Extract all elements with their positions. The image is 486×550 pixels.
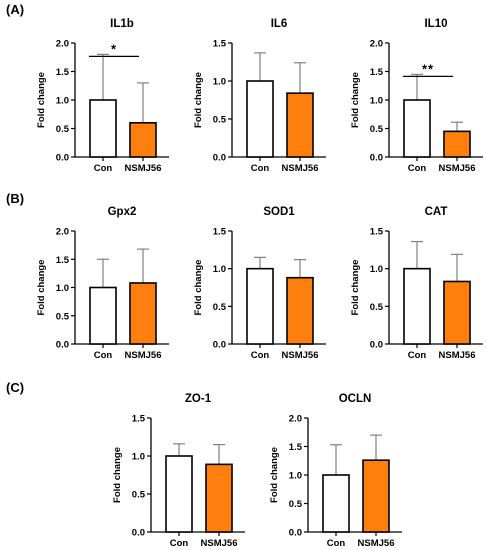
x-tick-label: Con (170, 538, 189, 549)
y-tick-label: 1.0 (56, 96, 69, 107)
charts-container: IL1b Fold change 0.0 0.5 1.0 1.5 2.0 Con NSMJ56 *… (36, 18, 483, 549)
y-tick-label: 2.0 (56, 39, 69, 50)
chart-title: OCLN (339, 393, 372, 405)
y-tick-label: 0.0 (56, 153, 69, 164)
chart-il6: IL6 Fold change 0.0 0.5 1.0 1.5 Con NSMJ56 (193, 18, 326, 174)
x-tick-label: NSMJ56 (439, 350, 476, 361)
x-tick-label: Con (251, 350, 270, 361)
y-tick-label: 0.5 (132, 490, 146, 501)
y-axis-label: Fold change (193, 72, 204, 128)
y-tick-label: 1.0 (213, 77, 226, 88)
y-tick-label: 2.0 (370, 39, 383, 50)
panel-label-a: (A) (6, 2, 24, 17)
y-tick-label: 2.0 (289, 414, 302, 425)
bar-nsmj56 (129, 122, 157, 158)
y-tick-label: 1.0 (370, 96, 383, 107)
y-tick-label: 0.0 (213, 153, 226, 164)
y-tick-label: 0.5 (370, 302, 384, 313)
x-tick-label: Con (94, 350, 113, 361)
x-tick-label: NSMJ56 (125, 163, 162, 174)
y-tick-label: 0.5 (213, 115, 227, 126)
chart-il10: IL10 Fold change 0.0 0.5 1.0 1.5 2.0 Con NSMJ56 *… (350, 18, 483, 174)
y-tick-label: 1.5 (132, 414, 146, 425)
y-tick-label: 1.5 (370, 67, 384, 78)
chart-il1b: IL1b Fold change 0.0 0.5 1.0 1.5 2.0 Con NSMJ56 * (36, 18, 169, 174)
x-tick-label: NSMJ56 (201, 538, 238, 549)
x-tick-label: Con (408, 163, 427, 174)
bar-con (165, 455, 193, 533)
panel-label-c: (C) (6, 380, 24, 395)
chart-title: ZO-1 (185, 393, 212, 405)
y-tick-label: 1.5 (213, 227, 227, 238)
y-tick-label: 1.5 (370, 227, 384, 238)
bar-con (89, 99, 117, 158)
chart-title: IL1b (110, 18, 134, 30)
y-tick-label: 1.0 (213, 264, 226, 275)
bar-con (89, 286, 117, 345)
y-tick-label: 0.0 (289, 528, 302, 539)
chart-cat: CAT Fold change 0.0 0.5 1.0 1.5 Con NSMJ56 (350, 206, 483, 361)
x-tick-label: NSMJ56 (358, 538, 395, 549)
chart-title: Gpx2 (108, 206, 137, 218)
y-tick-label: 0.5 (370, 124, 384, 135)
x-tick-label: NSMJ56 (125, 350, 162, 361)
y-axis-label: Fold change (193, 260, 204, 316)
y-tick-label: 1.0 (132, 452, 145, 463)
x-tick-label: NSMJ56 (439, 163, 476, 174)
y-tick-label: 0.5 (56, 311, 70, 322)
bar-con (246, 80, 274, 158)
y-tick-label: 0.5 (289, 499, 303, 510)
y-axis-label: Fold change (36, 72, 47, 128)
bar-nsmj56 (205, 463, 233, 533)
y-tick-label: 1.0 (370, 264, 383, 275)
chart-ocln: OCLN Fold change 0.0 0.5 1.0 1.5 2.0 Con NSMJ56 (269, 393, 402, 549)
y-axis-label: Fold change (350, 72, 361, 128)
bar-con (246, 267, 274, 345)
y-tick-label: 0.0 (56, 340, 69, 351)
y-tick-label: 1.0 (289, 471, 302, 482)
chart-title: CAT (425, 206, 448, 218)
bar-con (403, 99, 431, 158)
bar-nsmj56 (286, 276, 314, 345)
chart-title: IL6 (271, 18, 288, 30)
y-axis-label: Fold change (36, 260, 47, 316)
bar-con (322, 474, 350, 533)
chart-sod1: SOD1 Fold change 0.0 0.5 1.0 1.5 Con NSMJ56 (193, 206, 326, 361)
y-axis-label: Fold change (350, 260, 361, 316)
y-tick-label: 0.5 (213, 302, 227, 313)
y-tick-label: 1.5 (56, 67, 70, 78)
bar-nsmj56 (286, 92, 314, 158)
significance-marker: * (111, 41, 117, 56)
y-tick-label: 0.0 (213, 340, 226, 351)
panel-label-b: (B) (6, 191, 24, 206)
chart-title: SOD1 (263, 206, 295, 218)
y-tick-label: 1.0 (56, 283, 69, 294)
bar-nsmj56 (129, 282, 157, 345)
y-axis-label: Fold change (269, 447, 280, 503)
x-tick-label: Con (94, 163, 113, 174)
y-tick-label: 0.0 (370, 340, 383, 351)
y-axis-label: Fold change (112, 447, 123, 503)
bar-nsmj56 (443, 280, 471, 345)
bar-nsmj56 (443, 130, 471, 158)
y-tick-label: 1.5 (289, 442, 303, 453)
y-tick-label: 1.5 (213, 39, 227, 50)
y-tick-label: 1.5 (56, 255, 70, 266)
x-tick-label: Con (408, 350, 427, 361)
chart-zo-1: ZO-1 Fold change 0.0 0.5 1.0 1.5 Con NSMJ56 (112, 393, 245, 549)
y-tick-label: 0.5 (56, 124, 70, 135)
x-tick-label: NSMJ56 (282, 350, 319, 361)
y-tick-label: 2.0 (56, 227, 69, 238)
y-tick-label: 0.0 (370, 153, 383, 164)
bar-nsmj56 (362, 459, 390, 533)
x-tick-label: Con (251, 163, 270, 174)
significance-marker: ** (422, 61, 434, 76)
chart-title: IL10 (424, 18, 447, 30)
x-tick-label: NSMJ56 (282, 163, 319, 174)
chart-gpx2: Gpx2 Fold change 0.0 0.5 1.0 1.5 2.0 Con NSMJ56 (36, 206, 169, 361)
y-tick-label: 0.0 (132, 528, 145, 539)
x-tick-label: Con (327, 538, 346, 549)
bar-con (403, 267, 431, 345)
